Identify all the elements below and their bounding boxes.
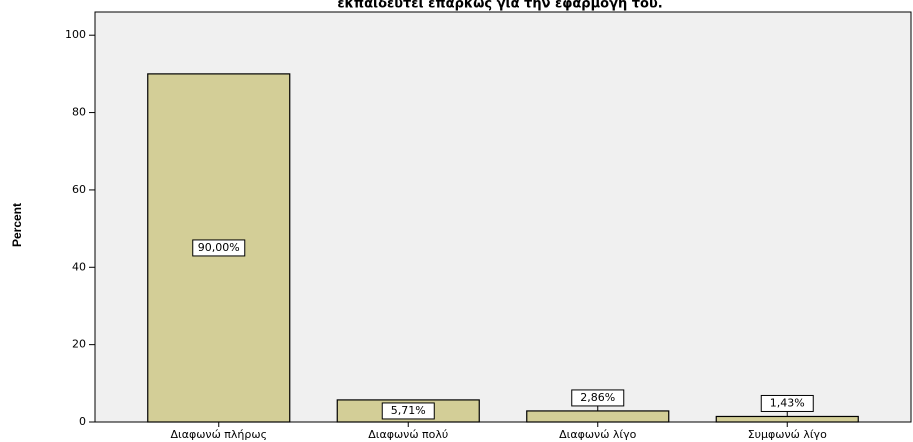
y-tick-label: 60 xyxy=(72,183,86,196)
value-label-box xyxy=(571,389,625,407)
y-tick-label: 100 xyxy=(65,28,86,41)
bar xyxy=(526,410,670,423)
y-axis-label: Percent xyxy=(10,203,24,247)
value-label-box xyxy=(760,394,814,412)
x-tick-label: Διαφωνώ πλήρως xyxy=(170,428,267,441)
x-tick-label: Διαφωνώ λίγο xyxy=(559,428,637,441)
chart-title: εκπαιδευτεί επαρκώς για την εφαρμογή του… xyxy=(337,0,662,12)
value-label: 90,00% xyxy=(198,241,240,254)
y-tick-label: 40 xyxy=(72,260,86,273)
x-tick-label: Συμφωνώ λίγο xyxy=(748,428,827,441)
y-tick-label: 20 xyxy=(72,338,86,351)
bar xyxy=(715,415,859,423)
value-label: 2,86% xyxy=(580,391,615,404)
y-tick-label: 80 xyxy=(72,106,86,119)
value-label: 5,71% xyxy=(391,404,426,417)
x-tick-label: Διαφωνώ πολύ xyxy=(368,428,448,441)
value-label-box xyxy=(381,402,435,420)
value-label: 1,43% xyxy=(770,396,805,409)
value-label-box xyxy=(192,239,246,257)
y-tick-label: 0 xyxy=(79,415,86,428)
